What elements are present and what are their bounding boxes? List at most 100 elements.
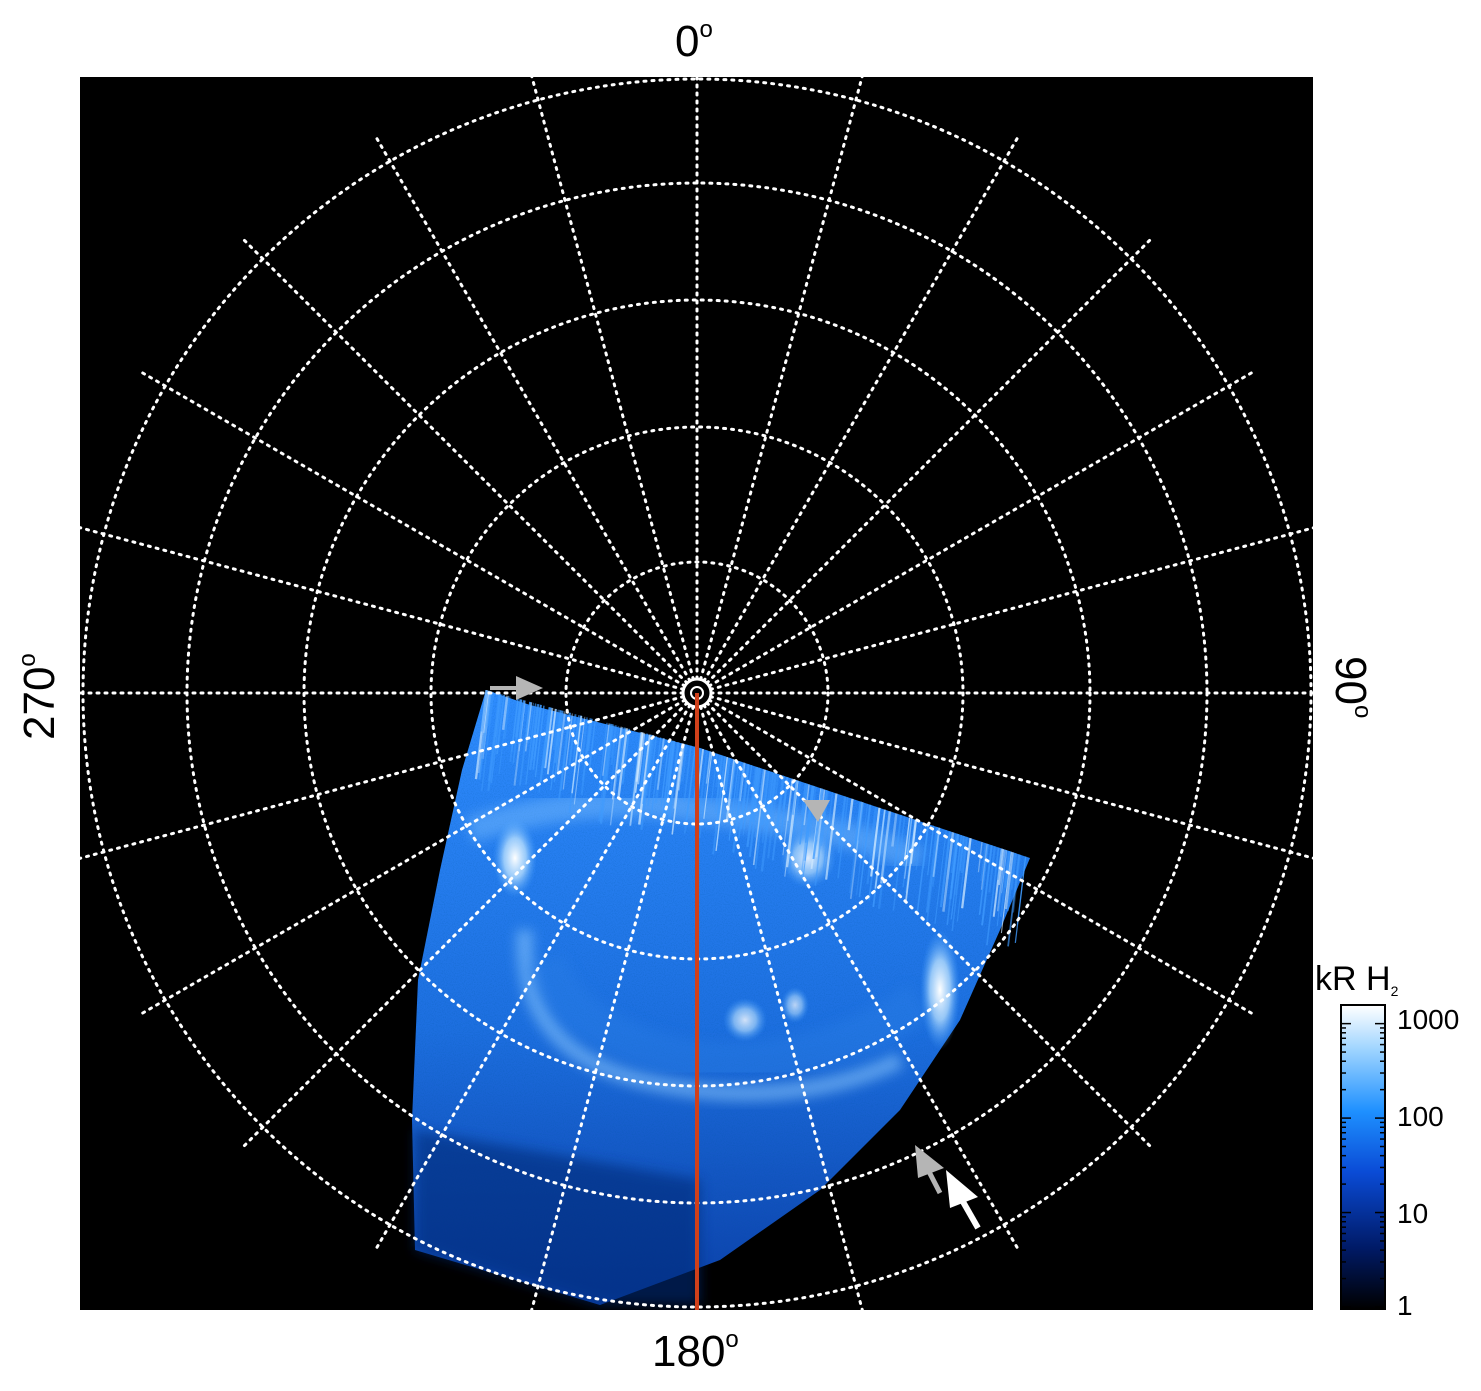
grid-meridian [705, 701, 1152, 1148]
grid-meridian [530, 705, 695, 1310]
limb-streak [515, 699, 523, 738]
limb-streak [728, 760, 740, 841]
limb-streak [503, 696, 511, 740]
limb-streak [703, 751, 713, 819]
limb-streak [635, 732, 644, 793]
colorbar-title: kR H2 [1315, 960, 1399, 999]
limb-streak [1004, 852, 1014, 910]
limb-streak [869, 806, 876, 854]
limb-streak [478, 690, 492, 780]
limb-streak [752, 769, 766, 866]
limb-streak [656, 738, 665, 790]
limb-streak [942, 832, 955, 912]
limb-streak [760, 772, 775, 872]
limb-streak [553, 710, 564, 782]
limb-streak [724, 757, 731, 792]
limb-streak [588, 719, 597, 769]
limb-streak [925, 826, 939, 913]
main-oval-arc [516, 929, 904, 1102]
white-arrow-bottom [946, 1170, 981, 1230]
limb-streak [791, 780, 798, 815]
limb-streak [629, 732, 643, 826]
limb-streak [617, 726, 624, 766]
limb-streak [501, 695, 509, 730]
limb-streak [761, 770, 770, 826]
limb-streak [855, 803, 869, 896]
limb-streak [927, 825, 935, 876]
limb-streak [822, 792, 834, 876]
colorbar-tick-label: 1000 [1397, 1004, 1460, 1035]
limb-streak [480, 691, 495, 791]
aurora-emission [412, 689, 1030, 1305]
limb-streak [960, 836, 968, 874]
grid-meridian [705, 238, 1152, 685]
limb-streak [915, 821, 923, 871]
limb-streak [951, 835, 965, 932]
limb-streak [572, 715, 580, 761]
limb-streak [680, 744, 688, 782]
limb-streak [544, 707, 554, 769]
limb-streak [892, 816, 906, 911]
limb-streak [617, 728, 629, 799]
limb-streak [999, 850, 1010, 917]
label-90-degrees: 90o [1326, 656, 1376, 719]
limb-streak [904, 819, 917, 903]
limb-streak [903, 817, 911, 862]
limb-streak [544, 707, 552, 743]
limb-streak [601, 723, 612, 792]
colorbar-tick-label: 10 [1397, 1198, 1429, 1229]
limb-streak [1004, 851, 1012, 888]
limb-streak [517, 700, 526, 744]
limb-streak [926, 827, 940, 922]
limb-streak [621, 728, 631, 784]
limb-streak [837, 796, 847, 854]
grid-circle-1 [564, 560, 830, 826]
limb-streaks [474, 689, 1027, 947]
limb-streak [866, 806, 878, 885]
grid-meridian [141, 698, 687, 1015]
limb-streak [683, 745, 692, 802]
limb-streak [638, 734, 652, 825]
limb-streak [654, 738, 665, 804]
upper-emission-band [465, 791, 926, 872]
limb-streak [893, 814, 902, 869]
colorbar [1340, 1004, 1386, 1310]
limb-streak [956, 837, 969, 922]
limb-streak [740, 764, 750, 830]
grid-meridian [530, 77, 695, 681]
limb-streak [775, 775, 785, 838]
limb-streak [609, 725, 620, 795]
limb-streak [663, 740, 672, 801]
limb-streak [950, 835, 962, 920]
grid-meridian [80, 526, 685, 691]
limb-streak [519, 701, 531, 786]
limb-streak [857, 802, 865, 841]
limb-streak [647, 736, 658, 807]
limb-streak [490, 694, 503, 784]
grid-meridian [375, 137, 692, 683]
limb-streak [480, 689, 488, 732]
limb-streak [714, 755, 723, 814]
limb-streak [1006, 852, 1016, 912]
gray-arrow-left [490, 676, 543, 700]
limb-streak [771, 775, 784, 861]
limb-streak [715, 757, 728, 852]
limb-streak [838, 796, 847, 845]
grid-meridian [707, 371, 1253, 688]
limb-streak [602, 723, 610, 776]
limb-streak [524, 702, 533, 752]
limb-streak [754, 770, 769, 870]
grid-meridian [80, 695, 685, 860]
limb-streak [961, 838, 972, 909]
limb-streak [820, 790, 829, 847]
label-0-degrees: 0o [675, 16, 713, 66]
limb-streak [645, 735, 656, 796]
limb-streak [487, 693, 502, 791]
limb-streak [858, 804, 872, 898]
limb-streak [729, 759, 737, 800]
limb-streak [929, 825, 934, 857]
limb-streak [668, 742, 680, 819]
limb-streak [916, 823, 929, 915]
limb-streak [996, 848, 1003, 880]
